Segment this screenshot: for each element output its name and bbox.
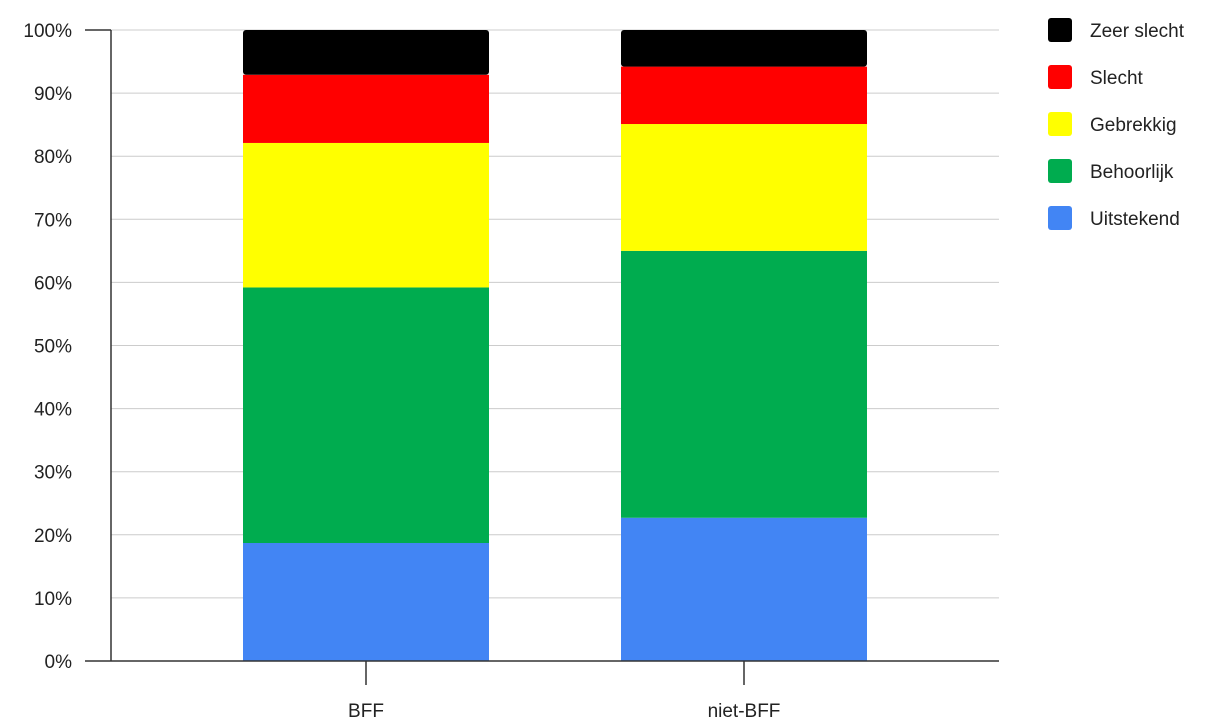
legend: Zeer slecht Slecht Gebrekkig Behoorlijk Uits… — [1048, 18, 1185, 230]
bar-segment-behoorlijk — [243, 287, 489, 544]
x-axis-labels: BFF niet-BFF — [348, 661, 780, 722]
y-tick-label: 50% — [34, 337, 72, 358]
legend-label: Zeer slecht — [1090, 21, 1185, 42]
bar-segment-zeer-slecht — [621, 30, 867, 67]
legend-label: Gebrekkig — [1090, 115, 1177, 136]
legend-swatch — [1048, 206, 1072, 230]
y-tick-label: 10% — [34, 589, 72, 610]
axes — [85, 29, 999, 662]
bar-segment-uitstekend — [621, 517, 867, 661]
bar-segment-gebrekkig — [243, 142, 489, 288]
bar-stacks — [243, 30, 867, 661]
y-tick-label: 80% — [34, 147, 72, 168]
y-tick-label: 30% — [34, 463, 72, 484]
legend-swatch — [1048, 112, 1072, 136]
legend-label: Uitstekend — [1090, 209, 1180, 230]
bar-segment-uitstekend — [243, 543, 489, 661]
legend-label: Slecht — [1090, 68, 1144, 89]
y-tick-label: 20% — [34, 526, 72, 547]
legend-swatch — [1048, 18, 1072, 42]
y-tick-label: 60% — [34, 273, 72, 294]
y-tick-label: 90% — [34, 84, 72, 105]
x-category-label: niet-BFF — [708, 701, 781, 722]
bar-segment-gebrekkig — [621, 124, 867, 251]
y-axis-tick-labels: 0% 10% 20% 30% 40% 50% 60% 70% 80% 90% 100% — [23, 21, 72, 673]
bar-stack-bff — [243, 30, 489, 661]
y-tick-label: 70% — [34, 210, 72, 231]
y-tick-label: 40% — [34, 400, 72, 421]
bar-segment-behoorlijk — [621, 250, 867, 518]
bar-stack-niet-bff — [621, 30, 867, 661]
legend-swatch — [1048, 65, 1072, 89]
legend-swatch — [1048, 159, 1072, 183]
bar-segment-zeer-slecht — [243, 30, 489, 75]
y-tick-label: 100% — [23, 21, 72, 42]
y-tick-label: 0% — [45, 652, 73, 673]
x-category-label: BFF — [348, 701, 384, 722]
bar-segment-slecht — [243, 74, 489, 143]
legend-label: Behoorlijk — [1090, 162, 1174, 183]
bar-segment-slecht — [621, 66, 867, 125]
